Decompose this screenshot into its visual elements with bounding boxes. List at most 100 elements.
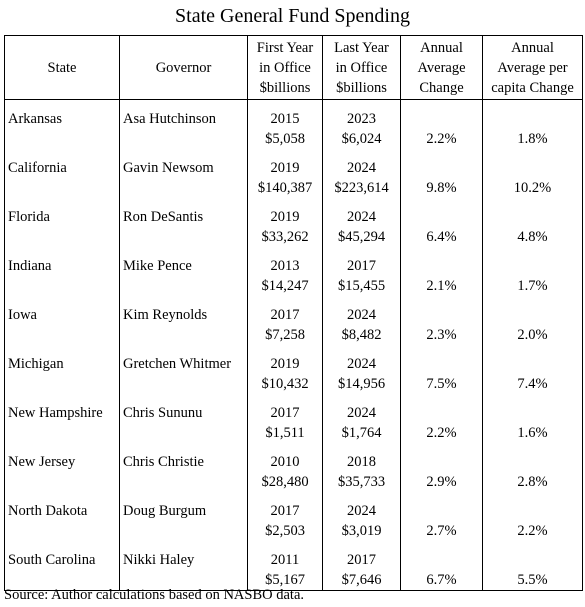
last-year-value: 2024 [347, 503, 376, 519]
per-capita-change-cell: 7.4% [517, 376, 548, 392]
last-year-spending: $7,646 [341, 572, 382, 588]
header-state: State [4, 35, 120, 100]
per-capita-change-cell: 2.0% [517, 327, 548, 343]
table-row: Arkansas Asa Hutchinson 2015 $5,058 2023 $6,0… [4, 99, 583, 149]
first-year-spending: $140,387 [257, 180, 313, 196]
first-year-cell: 2017 $7,258 [247, 296, 323, 345]
last-year-cell: 2017 $15,455 [322, 247, 401, 296]
last-year-cell: 2017 $7,646 [322, 541, 401, 591]
first-year-value: 2015 [270, 111, 300, 127]
table-row: South Carolina Nikki Haley 2011 $5,167 2017 $… [4, 541, 583, 591]
first-year-spending: $7,258 [265, 327, 305, 343]
first-year-cell: 2013 $14,247 [247, 247, 323, 296]
state-cell: South Carolina [4, 541, 120, 591]
annual-average-change-cell: 2.2% [400, 394, 483, 443]
state-cell: North Dakota [4, 492, 120, 541]
last-year-spending: $223,614 [334, 180, 389, 196]
table-row: North Dakota Doug Burgum 2017 $2,503 2024 $3,… [4, 492, 583, 541]
annual-average-change-cell: 2.7% [400, 492, 483, 541]
header-governor: Governor [119, 35, 248, 100]
governor-cell: Gavin Newsom [119, 149, 248, 198]
first-year-spending: $14,247 [261, 278, 309, 294]
first-year-cell: 2011 $5,167 [247, 541, 323, 591]
table-title: State General Fund Spending [175, 5, 410, 27]
last-year-cell: 2024 $8,482 [322, 296, 401, 345]
table-row: Michigan Gretchen Whitmer 2019 $10,432 2024 $… [4, 345, 583, 394]
governor-cell: Chris Christie [119, 443, 248, 492]
state-cell: New Jersey [4, 443, 120, 492]
per-capita-change-cell: 4.8% [517, 229, 548, 245]
last-year-spending: $14,956 [337, 376, 386, 392]
annual-average-change-cell: 2.1% [400, 247, 483, 296]
governor-cell: Nikki Haley [119, 541, 248, 591]
table-row: New Hampshire Chris Sununu 2017 $1,511 2024 $… [4, 394, 583, 443]
annual-average-change-cell: 9.8% [400, 149, 483, 198]
governor-cell: Kim Reynolds [119, 296, 248, 345]
last-year-cell: 2023 $6,024 [322, 99, 401, 149]
last-year-value: 2023 [347, 111, 376, 127]
annual-average-change-cell: 6.7% [400, 541, 483, 591]
state-cell: California [4, 149, 120, 198]
last-year-spending: $35,733 [337, 474, 386, 490]
per-capita-change-cell: 2.2% [517, 523, 548, 539]
last-year-cell: 2024 $1,764 [322, 394, 401, 443]
governor-cell: Mike Pence [119, 247, 248, 296]
last-year-value: 2017 [347, 552, 376, 568]
state-cell: Iowa [4, 296, 120, 345]
first-year-value: 2017 [270, 307, 300, 323]
state-cell: Florida [4, 198, 120, 247]
per-capita-change-cell: 5.5% [517, 572, 548, 588]
last-year-spending: $3,019 [341, 523, 382, 539]
table-row: Iowa Kim Reynolds 2017 $7,258 2024 $8,482 2.3%… [4, 296, 583, 345]
state-cell: Michigan [4, 345, 120, 394]
last-year-value: 2024 [347, 307, 376, 323]
last-year-cell: 2024 $14,956 [322, 345, 401, 394]
annual-average-change-cell: 7.5% [400, 345, 483, 394]
first-year-spending: $5,058 [265, 131, 305, 147]
state-cell: Arkansas [4, 99, 120, 149]
header-row: State Governor First Year in Office $bil… [4, 35, 583, 100]
first-year-value: 2017 [270, 405, 300, 421]
first-year-value: 2019 [270, 160, 300, 176]
state-cell: New Hampshire [4, 394, 120, 443]
last-year-value: 2024 [347, 356, 376, 372]
table-row: Indiana Mike Pence 2013 $14,247 2017 $15,455 2… [4, 247, 583, 296]
header-annual-average: Annual Average Change [400, 35, 483, 100]
first-year-spending: $33,262 [261, 229, 309, 245]
first-year-cell: 2019 $10,432 [247, 345, 323, 394]
table-row: California Gavin Newsom 2019 $140,387 2024 $2… [4, 149, 583, 198]
governor-cell: Gretchen Whitmer [119, 345, 248, 394]
governor-cell: Ron DeSantis [119, 198, 248, 247]
first-year-value: 2019 [270, 209, 300, 225]
first-year-value: 2011 [270, 552, 300, 568]
first-year-cell: 2019 $33,262 [247, 198, 323, 247]
first-year-value: 2010 [270, 454, 300, 470]
header-last-year: Last Year in Office $billions [322, 35, 401, 100]
last-year-value: 2018 [347, 454, 376, 470]
first-year-spending: $1,511 [265, 425, 305, 441]
header-first-year: First Year in Office $billions [247, 35, 323, 100]
annual-average-change-cell: 2.9% [400, 443, 483, 492]
per-capita-change-cell: 1.7% [517, 278, 548, 294]
source-note: Source: Author calculations based on NAS… [4, 587, 305, 603]
header-per-capita: Annual Average per capita Change [491, 39, 574, 96]
last-year-value: 2024 [347, 160, 376, 176]
annual-average-change-cell: 6.4% [400, 198, 483, 247]
last-year-spending: $45,294 [337, 229, 386, 245]
governor-cell: Chris Sununu [119, 394, 248, 443]
table-row: New Jersey Chris Christie 2010 $28,480 2018 $… [4, 443, 583, 492]
first-year-cell: 2017 $2,503 [247, 492, 323, 541]
last-year-spending: $15,455 [337, 278, 386, 294]
last-year-cell: 2024 $223,614 [322, 149, 401, 198]
first-year-value: 2017 [270, 503, 300, 519]
last-year-spending: $1,764 [341, 425, 382, 441]
last-year-value: 2017 [347, 258, 376, 274]
first-year-spending: $10,432 [261, 376, 309, 392]
last-year-cell: 2018 $35,733 [322, 443, 401, 492]
first-year-spending: $28,480 [261, 474, 309, 490]
spending-table: State Governor First Year in Office $bil… [4, 35, 583, 591]
per-capita-change-cell: 1.6% [517, 425, 548, 441]
first-year-spending: $2,503 [265, 523, 305, 539]
first-year-value: 2019 [270, 356, 300, 372]
per-capita-change-cell: 1.8% [517, 131, 548, 147]
